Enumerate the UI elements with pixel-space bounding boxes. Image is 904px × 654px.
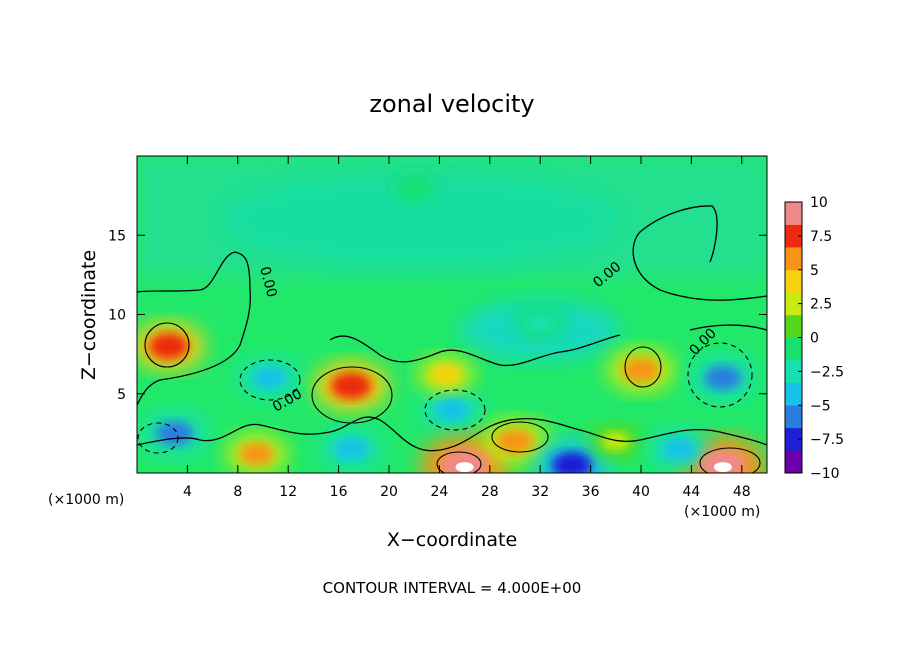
- feature-core: [496, 429, 534, 454]
- colorbar-swatch: [785, 360, 802, 383]
- feature-core: [434, 398, 470, 421]
- zero-contour: [632, 205, 767, 301]
- feature-core: [601, 431, 630, 451]
- plot-area: [137, 156, 767, 473]
- feature-core: [699, 449, 747, 473]
- x-tick-label: 40: [632, 484, 650, 500]
- colorbar-tick-label: −10: [810, 466, 840, 482]
- x-tick-label: 24: [430, 484, 448, 500]
- negative-contour: [424, 389, 486, 431]
- zero-contour: [137, 416, 767, 452]
- colorbar-swatch: [785, 337, 802, 361]
- y-tick-label: 15: [108, 228, 126, 244]
- colorbar-swatch: [785, 450, 802, 474]
- colorbar-swatch: [785, 427, 802, 451]
- positive-contour: [144, 322, 190, 368]
- zero-contour: [689, 324, 767, 331]
- feature-peak: [713, 462, 732, 473]
- positive-contour: [624, 346, 662, 388]
- positive-contour: [491, 421, 549, 453]
- x-axis-label: X−coordinate: [387, 529, 517, 551]
- negative-contour: [239, 359, 301, 401]
- x-unit-right: (×1000 m): [684, 504, 760, 520]
- feature-core: [430, 364, 462, 386]
- feature-peak: [455, 462, 474, 473]
- feature-core: [526, 313, 554, 332]
- positive-contour: [311, 366, 393, 424]
- x-tick-label: 16: [330, 484, 348, 500]
- colorbar-swatch: [785, 292, 802, 316]
- x-tick-label: 32: [531, 484, 549, 500]
- zero-contour: [329, 334, 621, 367]
- feature-core: [704, 365, 742, 391]
- colorbar-swatch: [785, 269, 802, 293]
- colorbar-tick-label: −5: [810, 398, 831, 414]
- x-tick-label: 44: [682, 484, 700, 500]
- feature-core: [148, 333, 189, 360]
- positive-contour: [436, 451, 482, 473]
- contour-interval: CONTOUR INTERVAL = 4.000E+00: [323, 579, 582, 597]
- positive-contour: [699, 447, 761, 473]
- y-ticks: 5 10 15: [108, 228, 767, 403]
- feature-core: [402, 180, 426, 196]
- x-ticks: 4 8 12 16 20 24 28 32 36 40 44 48: [183, 156, 751, 500]
- y-tick-label: 5: [117, 387, 126, 403]
- x-tick-label: 36: [582, 484, 600, 500]
- feature-core: [334, 437, 369, 461]
- colorbar-swatch: [785, 202, 802, 225]
- colorbar-swatch: [785, 224, 802, 248]
- colorbar-tick-label: 5: [810, 263, 819, 279]
- colorbar-tick-label: 7.5: [810, 229, 832, 245]
- colorbar-tick-label: 0: [810, 331, 819, 347]
- negative-contour: [137, 422, 179, 454]
- y-tick-label: 10: [108, 308, 126, 324]
- negative-contour: [687, 342, 753, 408]
- y-axis-label: Z−coordinate: [78, 250, 100, 380]
- colorbar-swatch: [785, 247, 802, 271]
- contour-label: 0.00: [256, 265, 280, 299]
- feature-core: [330, 372, 372, 400]
- colorbar-swatch: [785, 314, 802, 338]
- colorbar: 10 7.5 5 2.5 0 −2.5 −5 −7.5 −10: [784, 195, 844, 482]
- x-tick-label: 48: [733, 484, 751, 500]
- feature-core: [661, 437, 696, 461]
- chart-title: zonal velocity: [369, 90, 534, 118]
- colorbar-swatch: [785, 405, 802, 429]
- feature-core: [239, 442, 274, 466]
- x-tick-label: 28: [481, 484, 499, 500]
- colorbar-swatch: [785, 382, 802, 406]
- feature-cores: [148, 180, 747, 473]
- colorbar-tick-label: −2.5: [810, 364, 844, 380]
- x-unit-left: (×1000 m): [48, 492, 124, 508]
- colorbar-tick-label: −7.5: [810, 432, 844, 448]
- feature-core: [551, 451, 592, 473]
- feature-core: [156, 421, 194, 446]
- feature-core: [622, 357, 660, 383]
- x-tick-label: 8: [233, 484, 242, 500]
- feature-core: [252, 366, 287, 390]
- zero-contour: [137, 251, 251, 406]
- colorbar-tick-label: 10: [810, 195, 828, 211]
- upper-field-patch: [220, 175, 620, 265]
- x-tick-label: 12: [279, 484, 297, 500]
- feature-core: [440, 449, 489, 473]
- x-tick-label: 20: [380, 484, 398, 500]
- x-tick-label: 4: [183, 484, 192, 500]
- colorbar-tick-label: 2.5: [810, 297, 832, 313]
